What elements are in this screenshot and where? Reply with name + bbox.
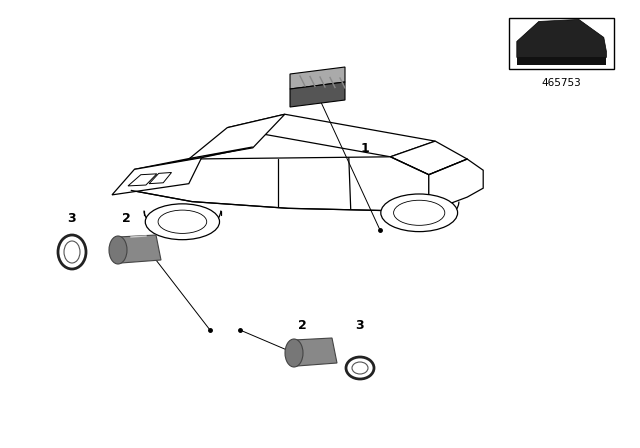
Bar — [517, 57, 607, 65]
Polygon shape — [290, 82, 345, 107]
Polygon shape — [131, 157, 429, 211]
Bar — [509, 18, 614, 69]
Ellipse shape — [58, 235, 86, 269]
Polygon shape — [149, 172, 172, 184]
Polygon shape — [118, 235, 161, 263]
Ellipse shape — [109, 236, 127, 264]
Polygon shape — [128, 174, 157, 186]
Polygon shape — [290, 67, 345, 89]
Text: 2: 2 — [298, 319, 307, 332]
Polygon shape — [227, 114, 435, 157]
Text: 1: 1 — [360, 142, 369, 155]
Ellipse shape — [352, 362, 368, 374]
Text: 3: 3 — [68, 211, 76, 224]
Ellipse shape — [64, 241, 80, 263]
Polygon shape — [294, 338, 337, 366]
Polygon shape — [390, 141, 467, 175]
Ellipse shape — [394, 200, 445, 225]
Polygon shape — [134, 147, 253, 169]
Ellipse shape — [381, 194, 458, 232]
Polygon shape — [517, 19, 607, 57]
Text: 465753: 465753 — [541, 78, 582, 88]
Ellipse shape — [346, 357, 374, 379]
Ellipse shape — [285, 339, 303, 367]
Polygon shape — [429, 159, 483, 211]
Text: 3: 3 — [356, 319, 364, 332]
Text: 2: 2 — [122, 211, 131, 224]
Polygon shape — [189, 114, 285, 159]
Ellipse shape — [145, 204, 220, 240]
Ellipse shape — [158, 210, 207, 233]
Polygon shape — [112, 158, 202, 195]
